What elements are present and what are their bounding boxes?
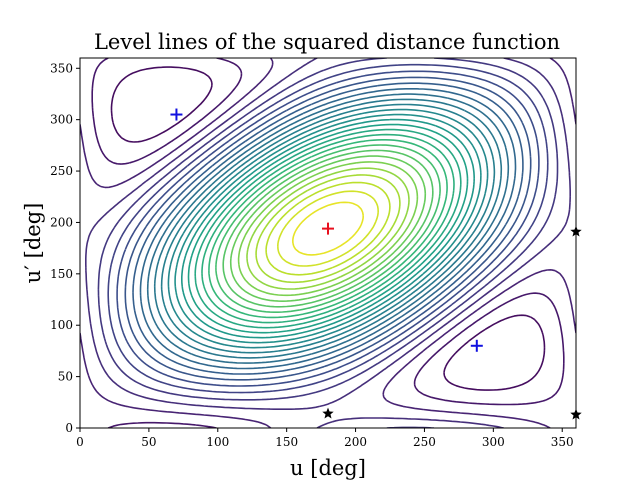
x-tick-label: 150 [275, 435, 298, 449]
x-axis-ticks: 0 50 100 150 200 250 300 350 [76, 428, 574, 449]
y-tick-label: 100 [50, 318, 73, 332]
contour-lines [80, 58, 576, 428]
contour-level [215, 144, 441, 313]
contour-level [85, 58, 571, 428]
contour-level [153, 98, 503, 359]
contour-level [80, 58, 576, 428]
contour-level [201, 133, 455, 324]
y-tick-label: 250 [50, 164, 73, 178]
contour-level [229, 155, 427, 302]
contour-level [107, 63, 549, 394]
y-axis-label: u′ [deg] [21, 203, 45, 284]
contour-level [208, 139, 448, 319]
y-tick-label: 350 [50, 61, 73, 75]
x-tick-label: 300 [482, 435, 505, 449]
contour-level [139, 88, 517, 370]
contour-level [277, 190, 379, 267]
plot-frame [79, 57, 577, 429]
contour-level [222, 149, 434, 308]
contour-level [174, 113, 482, 344]
chart-title: Level lines of the squared distance func… [94, 30, 560, 54]
contour-level [255, 174, 401, 284]
contour-level [132, 82, 524, 375]
x-axis-label: u [deg] [290, 456, 366, 480]
maximum-marker [322, 222, 334, 235]
x-tick-label: 100 [206, 435, 229, 449]
x-tick-label: 0 [76, 435, 84, 449]
x-tick-label: 350 [551, 435, 574, 449]
critical-point-markers [170, 108, 582, 420]
x-tick-label: 200 [344, 435, 367, 449]
x-tick-label: 250 [413, 435, 436, 449]
y-tick-label: 50 [58, 370, 73, 384]
y-tick-label: 200 [50, 215, 73, 229]
contour-level [124, 76, 532, 381]
contour-level [246, 167, 410, 290]
contour-level [160, 103, 496, 354]
contour-level [237, 161, 419, 297]
contour-level [265, 181, 391, 276]
contour-level [194, 128, 462, 329]
minimum-marker [470, 339, 483, 352]
saddle-marker [322, 407, 334, 419]
contour-level [146, 93, 510, 364]
contour-level [181, 118, 475, 339]
contour-level [116, 70, 540, 387]
contour-level [110, 66, 546, 391]
minimum-marker [170, 108, 183, 121]
y-tick-label: 0 [65, 421, 73, 435]
y-tick-label: 150 [50, 267, 73, 281]
contour-level [292, 201, 364, 256]
y-tick-label: 300 [50, 113, 73, 127]
contour-level [167, 108, 489, 349]
contour-level [187, 123, 469, 334]
x-tick-label: 50 [141, 435, 156, 449]
y-axis-ticks: 0 50 100 150 200 250 300 350 [50, 61, 80, 435]
